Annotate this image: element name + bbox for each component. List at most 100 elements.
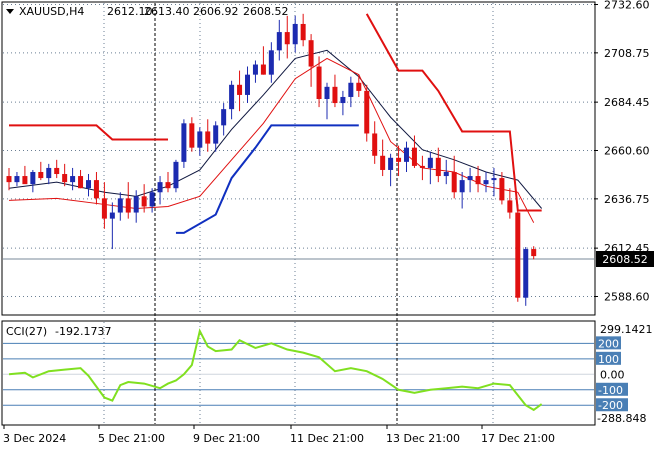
cci-level-tag — [596, 351, 621, 365]
candle — [268, 42, 274, 83]
candle — [475, 165, 481, 193]
candle-body — [125, 198, 131, 213]
candle-body — [78, 176, 84, 189]
candle — [205, 119, 211, 152]
candle-body — [491, 178, 497, 181]
candle — [22, 165, 28, 185]
candle-body — [388, 157, 394, 170]
candle — [372, 121, 378, 164]
day-separators — [154, 3, 398, 424]
candle-body — [443, 171, 449, 177]
candle — [523, 247, 529, 306]
candle-body — [252, 64, 258, 75]
candle — [443, 159, 449, 185]
candle — [284, 15, 290, 59]
cci-level-label: 200 — [598, 337, 619, 350]
candle — [125, 182, 131, 219]
ohlc-low: 2606.92 — [193, 5, 239, 18]
candle — [6, 167, 12, 191]
candle-body — [197, 131, 203, 148]
candle-body — [133, 196, 139, 213]
candle-body — [14, 176, 20, 183]
price-tick-label: 2732.60 — [604, 0, 650, 12]
candle — [221, 103, 227, 136]
ohlc-high: 2613.40 — [144, 5, 190, 18]
candle-body — [435, 157, 441, 177]
candle-body — [523, 249, 529, 298]
candle — [459, 171, 465, 209]
candle-body — [86, 180, 91, 189]
candle-body — [348, 82, 354, 97]
time-tick-label: 9 Dec 21:00 — [193, 432, 260, 445]
candle — [14, 171, 20, 187]
candle — [157, 176, 163, 205]
candle-body — [292, 23, 298, 45]
candle — [93, 171, 99, 205]
candle-body — [157, 182, 163, 193]
candle — [380, 139, 386, 177]
cci-axis: 299.1421 -288.848 — [597, 323, 653, 425]
cci-axis-top: 299.1421 — [600, 323, 653, 336]
main-grid — [3, 3, 594, 424]
candle-body — [515, 212, 521, 298]
candle — [149, 188, 155, 213]
candle-body — [221, 109, 227, 126]
candle-body — [411, 147, 417, 166]
collapse-arrow-icon — [6, 9, 14, 14]
candle-body — [6, 176, 12, 183]
candle-body — [316, 66, 322, 99]
candle — [173, 159, 179, 193]
candle — [181, 119, 187, 168]
time-tick-label: 11 Dec 21:00 — [290, 432, 364, 445]
candle — [404, 141, 409, 172]
candle-body — [308, 40, 314, 67]
candle — [388, 153, 394, 187]
candle-body — [475, 176, 481, 185]
candle-body — [260, 64, 266, 75]
candle-body — [245, 74, 250, 95]
cci-axis-bottom: -288.848 — [597, 412, 646, 425]
candle-body — [181, 123, 187, 162]
candle — [260, 46, 266, 75]
candle — [117, 192, 123, 221]
candle-body — [507, 200, 513, 213]
candle — [38, 161, 44, 181]
candle-body — [213, 125, 219, 144]
candle-body — [451, 171, 457, 193]
candle-body — [149, 192, 155, 207]
candle-body — [419, 165, 425, 168]
candle-body — [229, 84, 235, 110]
candle — [451, 155, 457, 199]
candle-body — [324, 86, 330, 99]
candle — [197, 127, 203, 156]
candle-body — [483, 180, 489, 185]
ohlc-open: 2612.10 — [107, 5, 153, 18]
candle — [300, 13, 306, 47]
candle — [483, 171, 489, 193]
cci-plot — [8, 328, 543, 412]
candle — [101, 182, 107, 229]
candle-body — [165, 182, 171, 189]
cci-line — [8, 328, 543, 412]
candle-body — [340, 96, 346, 104]
candle-body — [101, 198, 107, 219]
candle-body — [93, 180, 99, 199]
stop-line-red — [9, 124, 168, 141]
candle — [245, 66, 250, 104]
cci-level-tag — [596, 398, 628, 412]
candles — [6, 13, 537, 306]
candle — [189, 117, 195, 152]
cci-level-label: -200 — [598, 399, 623, 412]
candle — [467, 167, 473, 193]
candle — [411, 135, 417, 168]
candle — [292, 15, 298, 53]
cci-level-label: 100 — [598, 353, 619, 366]
candle — [356, 74, 362, 97]
candle — [252, 60, 258, 83]
cci-value: -192.1737 — [55, 325, 111, 338]
candle — [427, 151, 433, 185]
candle — [531, 246, 537, 260]
candle — [30, 169, 36, 193]
